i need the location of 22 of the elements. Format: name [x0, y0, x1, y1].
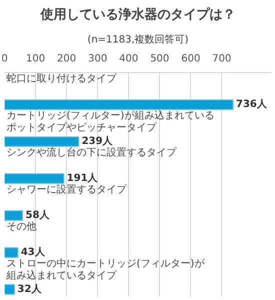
y-tick-label: 蛇口に取り付けるタイプ: [6, 72, 118, 85]
chart-subtitle: (n=1183,複数回答可): [87, 34, 189, 46]
x-tick-label: 500: [150, 54, 170, 64]
data-label: 736人: [236, 98, 268, 110]
data-label: 239人: [82, 135, 114, 148]
data-label: 32人: [17, 282, 42, 295]
x-tick-label: 200: [57, 54, 76, 64]
y-tick-label: カートリッジ(フィルター)が組み込まれているポットタイプやピッチャータイプ: [6, 110, 214, 134]
x-tick-label: 0: [1, 54, 8, 64]
data-label: 58人: [26, 209, 50, 222]
x-tick-label: 700: [212, 54, 232, 64]
y-tick-label: シンクや流し台の下に設置するタイプ: [6, 146, 178, 159]
y-tick-label: その他: [6, 220, 36, 232]
data-label: 43人: [20, 246, 46, 258]
data-label: 191人: [66, 172, 99, 184]
y-tick-label: シャワーに設置するタイプ: [6, 184, 128, 196]
x-tick-label: 100: [26, 54, 46, 64]
x-tick-label: 600: [181, 54, 200, 64]
x-tick-label: 300: [88, 54, 108, 64]
chart-title: 使用している浄水器のタイプは？: [40, 6, 236, 22]
y-tick-label: ストローの中にカートリッジ(フィルター)が組み込まれているタイプ: [6, 257, 206, 282]
x-tick-label: 400: [119, 54, 138, 64]
